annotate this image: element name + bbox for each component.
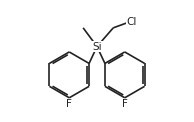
Text: F: F: [122, 99, 128, 109]
Text: Cl: Cl: [127, 17, 137, 27]
Text: Si: Si: [92, 41, 102, 51]
Text: F: F: [66, 99, 72, 109]
